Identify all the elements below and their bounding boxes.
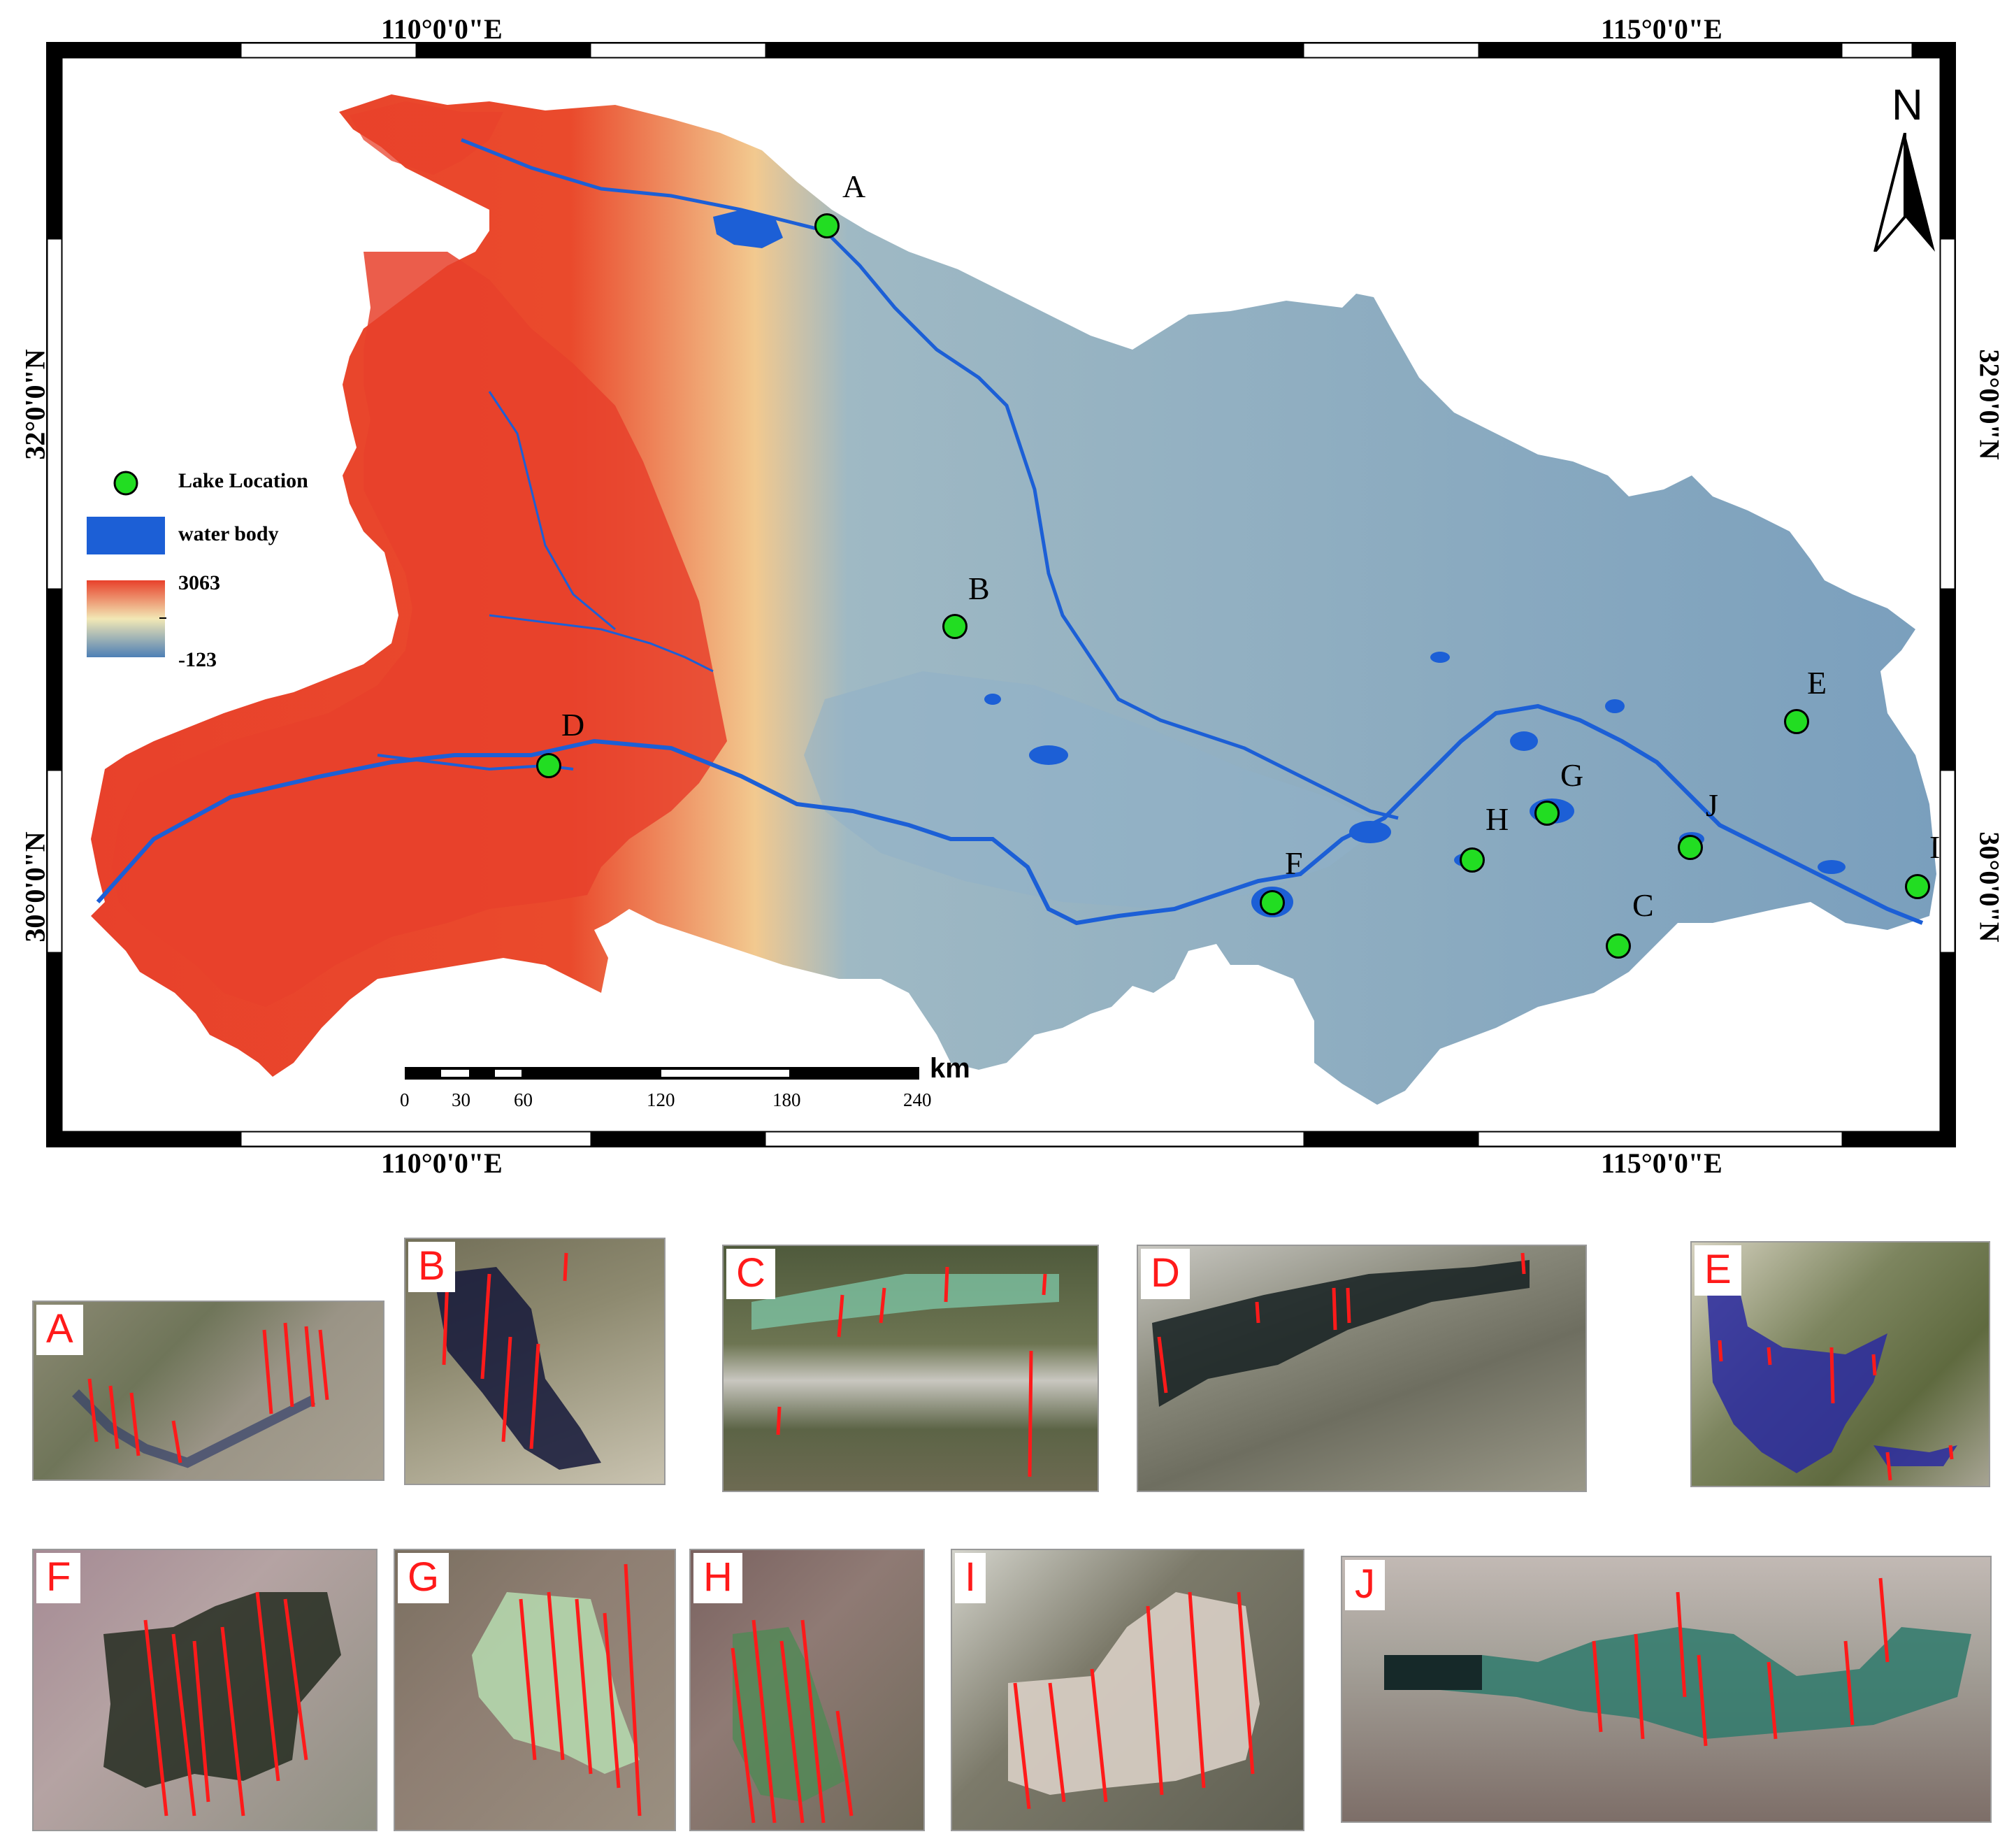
inset-panel-b: B xyxy=(404,1238,666,1485)
inset-label-a: A xyxy=(36,1305,83,1355)
inset-b-lines xyxy=(433,1252,601,1470)
inset-f-lines xyxy=(103,1591,341,1817)
west-tributary xyxy=(489,614,714,673)
coord-left-30: 30°0'0"N xyxy=(19,831,51,943)
coord-bottom-115: 115°0'0"E xyxy=(1601,1147,1722,1179)
lake-label-b: B xyxy=(968,571,990,606)
northwest-highlands xyxy=(350,101,503,175)
coord-top-115: 115°0'0"E xyxy=(1601,13,1722,45)
scale-tick-180: 180 xyxy=(772,1089,801,1110)
elevation-ramp-tick xyxy=(159,617,166,619)
coord-right-30: 30°0'0"N xyxy=(1973,831,2006,943)
inset-d-lines xyxy=(1152,1252,1530,1407)
right-border-ticks xyxy=(1940,43,1955,1146)
main-map: 110°0'0"E 115°0'0"E 110°0'0"E 115°0'0"E … xyxy=(19,13,2006,1179)
yangtze-river xyxy=(96,703,1924,926)
legend-water-body: water body xyxy=(178,522,279,545)
legend: Lake Location water body 3063 -123 xyxy=(84,465,377,675)
inset-a-lines xyxy=(72,1322,329,1468)
coord-bottom-110: 110°0'0"E xyxy=(381,1147,503,1179)
inset-label-j: J xyxy=(1345,1560,1385,1610)
scale-bar-graphic xyxy=(405,1067,919,1080)
coord-top-110: 110°0'0"E xyxy=(381,13,503,45)
jianghan-plain xyxy=(804,671,1384,909)
inset-panel-f: F xyxy=(32,1549,377,1831)
lake-marker-e xyxy=(1784,709,1809,734)
inset-label-h: H xyxy=(693,1553,742,1603)
coord-right-32: 32°0'0"N xyxy=(1973,349,2006,460)
inset-label-g: G xyxy=(398,1553,449,1603)
scale-tick-240: 240 xyxy=(903,1089,932,1110)
north-label: N xyxy=(1892,81,1923,129)
scale-bar: km 0 30 60 120 180 240 xyxy=(398,1053,993,1119)
lake-marker-f xyxy=(1260,890,1285,915)
lake-label-d: D xyxy=(561,707,585,743)
lake-marker-c xyxy=(1606,933,1631,959)
coord-left-32: 32°0'0"N xyxy=(19,349,51,460)
inset-label-i: I xyxy=(955,1553,986,1603)
legend-elev-min: -123 xyxy=(178,648,217,671)
inset-label-d: D xyxy=(1141,1249,1190,1299)
lake-label-a: A xyxy=(842,169,866,204)
danjiangkou-reservoir xyxy=(713,210,783,248)
inset-i-lines xyxy=(1008,1591,1260,1810)
inset-e-lines xyxy=(1706,1263,1957,1481)
lake-marker-b xyxy=(942,614,967,639)
legend-lake-location: Lake Location xyxy=(178,469,308,492)
inset-g-lines xyxy=(472,1563,642,1817)
inset-panel-j: J xyxy=(1341,1556,1992,1823)
inset-c-lines xyxy=(751,1266,1059,1477)
left-border-ticks xyxy=(47,43,62,1146)
scale-tick-30: 30 xyxy=(452,1089,470,1110)
inset-panel-g: G xyxy=(394,1549,676,1831)
legend-elev-max: 3063 xyxy=(178,571,220,594)
lake-marker-h xyxy=(1460,847,1485,873)
inset-j-lines xyxy=(1384,1577,1971,1747)
lake-marker-g xyxy=(1534,801,1560,826)
bottom-border-ticks xyxy=(48,1131,1955,1147)
scale-tick-60: 60 xyxy=(514,1089,533,1110)
lake-label-i: I xyxy=(1929,829,1941,865)
inset-panels: A B C xyxy=(0,1231,2007,1848)
inset-panel-d: D xyxy=(1137,1245,1587,1492)
lake-marker-a xyxy=(814,213,840,238)
lake-label-h: H xyxy=(1486,801,1509,837)
inset-label-f: F xyxy=(36,1553,81,1603)
inset-label-c: C xyxy=(726,1249,775,1299)
north-arrow-icon xyxy=(1873,133,1935,252)
north-tributary xyxy=(488,391,616,631)
inset-panel-a: A xyxy=(32,1301,384,1481)
elevation-ramp xyxy=(87,580,165,657)
north-arrow: N xyxy=(1866,84,1943,252)
scale-unit: km xyxy=(930,1053,970,1084)
lake-label-j: J xyxy=(1706,787,1718,823)
lake-marker-i xyxy=(1905,874,1930,899)
lake-label-c: C xyxy=(1632,887,1654,923)
inset-panel-i: I xyxy=(951,1549,1304,1831)
lake-marker-d xyxy=(536,753,561,778)
inset-label-e: E xyxy=(1695,1245,1741,1296)
lake-label-f: F xyxy=(1285,845,1303,881)
scale-tick-120: 120 xyxy=(647,1089,675,1110)
inset-label-b: B xyxy=(408,1242,455,1292)
inset-panel-h: H xyxy=(689,1549,925,1831)
top-border-ticks xyxy=(48,43,1955,58)
inset-panel-e: E xyxy=(1690,1241,1990,1487)
scale-tick-0: 0 xyxy=(400,1089,410,1110)
lake-marker-j xyxy=(1678,835,1703,860)
han-river xyxy=(461,138,1399,820)
lake-label-e: E xyxy=(1807,665,1827,701)
western-highlands xyxy=(112,252,727,1007)
inset-h-lines xyxy=(731,1619,854,1824)
inset-panel-c: C xyxy=(722,1245,1099,1492)
water-body-swatch xyxy=(87,517,165,554)
lake-location-marker-icon xyxy=(113,471,138,496)
lake-label-g: G xyxy=(1560,757,1584,793)
